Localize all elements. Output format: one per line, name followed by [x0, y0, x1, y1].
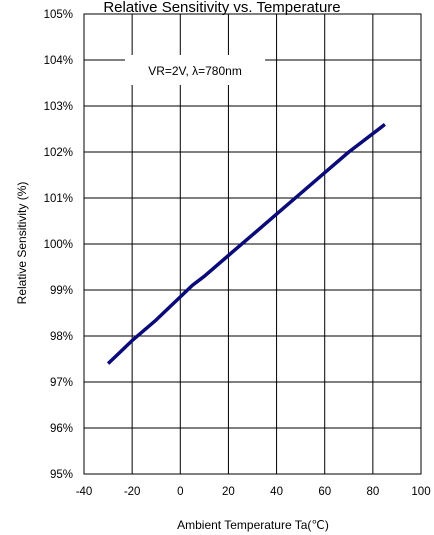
y-tick-labels: 95% 96% 97% 98% 99% 100% 101% 102% 103% 104% 105% [44, 9, 73, 481]
annotation-text: VR=2V, λ=780nm [148, 64, 242, 78]
y-tick-label: 96% [50, 423, 73, 435]
y-tick-label: 104% [44, 55, 73, 67]
x-tick-label: 100 [411, 486, 430, 498]
x-tick-label: 60 [318, 486, 331, 498]
y-tick-label: 105% [44, 9, 73, 21]
y-tick-label: 97% [50, 377, 73, 389]
chart-title: Relative Sensitivity vs. Temperature [103, 0, 340, 16]
plot-frame [83, 13, 422, 475]
x-tick-label: 20 [222, 486, 235, 498]
series-line [106, 123, 386, 365]
annotation-box: VR=2V, λ=780nm [125, 55, 265, 85]
y-tick-label: 95% [50, 469, 73, 481]
x-tick-label: 40 [270, 486, 283, 498]
y-tick-label: 98% [50, 331, 73, 343]
x-tick-label: -40 [76, 486, 93, 498]
y-axis-label: Relative Sensitivity (%) [15, 182, 29, 305]
y-tick-label: 100% [44, 239, 73, 251]
x-tick-label: 0 [177, 486, 183, 498]
series-group [106, 123, 386, 365]
y-tick-label: 99% [50, 285, 73, 297]
x-tick-labels: -40 -20 0 20 40 60 80 100 [76, 486, 431, 498]
y-tick-label: 103% [44, 101, 73, 113]
x-tick-label: 80 [366, 486, 379, 498]
y-tick-label: 102% [44, 147, 73, 159]
x-axis-label: Ambient Temperature Ta(℃) [177, 518, 329, 532]
x-tick-label: -20 [124, 486, 141, 498]
y-tick-label: 101% [44, 193, 73, 205]
